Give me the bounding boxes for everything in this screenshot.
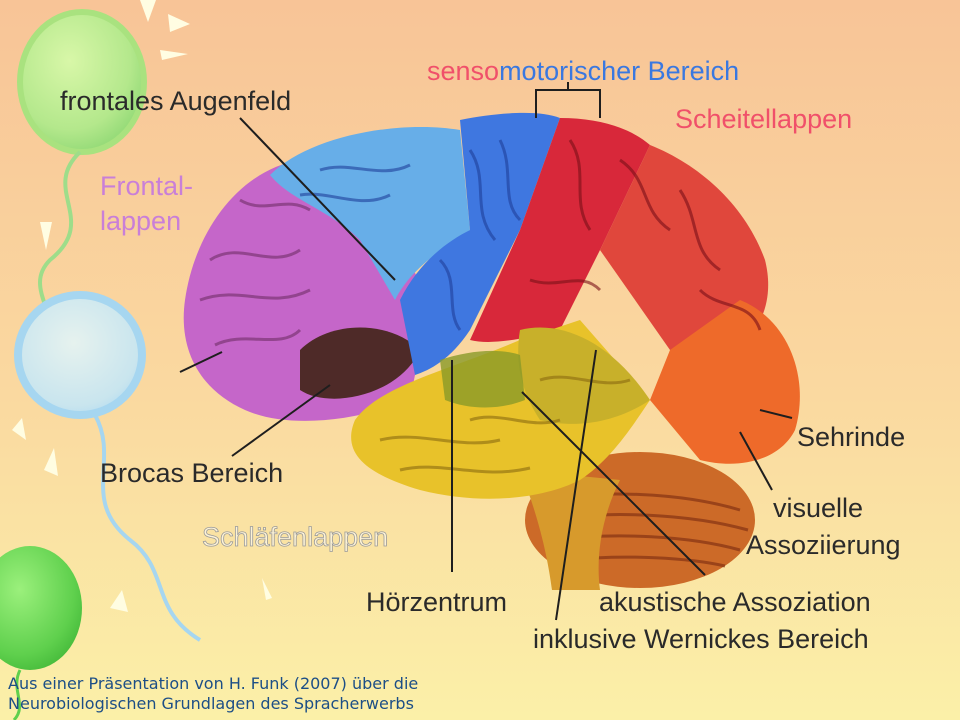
label-parietal-lobe: Scheitellappen xyxy=(675,104,852,134)
leader-lines xyxy=(179,82,793,621)
label-frontal-lobe-line2: lappen xyxy=(100,206,181,236)
caption-line-1: Aus einer Präsentation von H. Funk (2007… xyxy=(8,674,419,693)
wernicke-area xyxy=(518,327,650,424)
label-sehrinde: Sehrinde xyxy=(797,422,905,452)
leader-acoustic-association xyxy=(521,391,706,576)
caption-line-2: Neurobiologischen Grundlagen des Sprache… xyxy=(8,694,414,713)
label-sensomotor: sensomotorischer Bereich xyxy=(427,56,739,86)
label-frontal-eye-field: frontales Augenfeld xyxy=(60,86,291,116)
label-wernicke: inklusive Wernickes Bereich xyxy=(533,624,869,654)
leader-frontal-tick xyxy=(179,351,223,373)
balloon-decoration xyxy=(0,0,272,720)
leader-sehrinde xyxy=(759,409,793,419)
sensomotor-bracket xyxy=(535,82,601,118)
auditory-cortex xyxy=(440,350,525,408)
parietal-lobe xyxy=(600,145,769,350)
premotor-area xyxy=(270,127,470,300)
label-auditory-center: Hörzentrum xyxy=(366,587,507,617)
label-visual-association-line1: visuelle xyxy=(773,493,863,523)
label-acoustic-association: akustische Assoziation xyxy=(599,587,871,617)
somatosensory-cortex xyxy=(470,118,650,342)
broca-region xyxy=(300,327,420,399)
leader-broca xyxy=(231,384,331,457)
label-visual-association-line2: Assoziierung xyxy=(746,530,901,560)
label-broca: Brocas Bereich xyxy=(100,458,283,488)
leader-frontal-eye-field xyxy=(239,117,396,281)
leader-wernicke xyxy=(555,349,597,621)
brain-illustration xyxy=(183,112,800,590)
source-caption: Aus einer Präsentation von H. Funk (2007… xyxy=(8,674,528,714)
leader-visual-association xyxy=(739,431,773,491)
motor-cortex xyxy=(400,112,560,376)
label-temporal-lobe: Schläfenlappen xyxy=(202,522,388,552)
occipital-lobe xyxy=(650,300,800,464)
label-frontal-lobe-line1: Frontal- xyxy=(100,171,193,201)
